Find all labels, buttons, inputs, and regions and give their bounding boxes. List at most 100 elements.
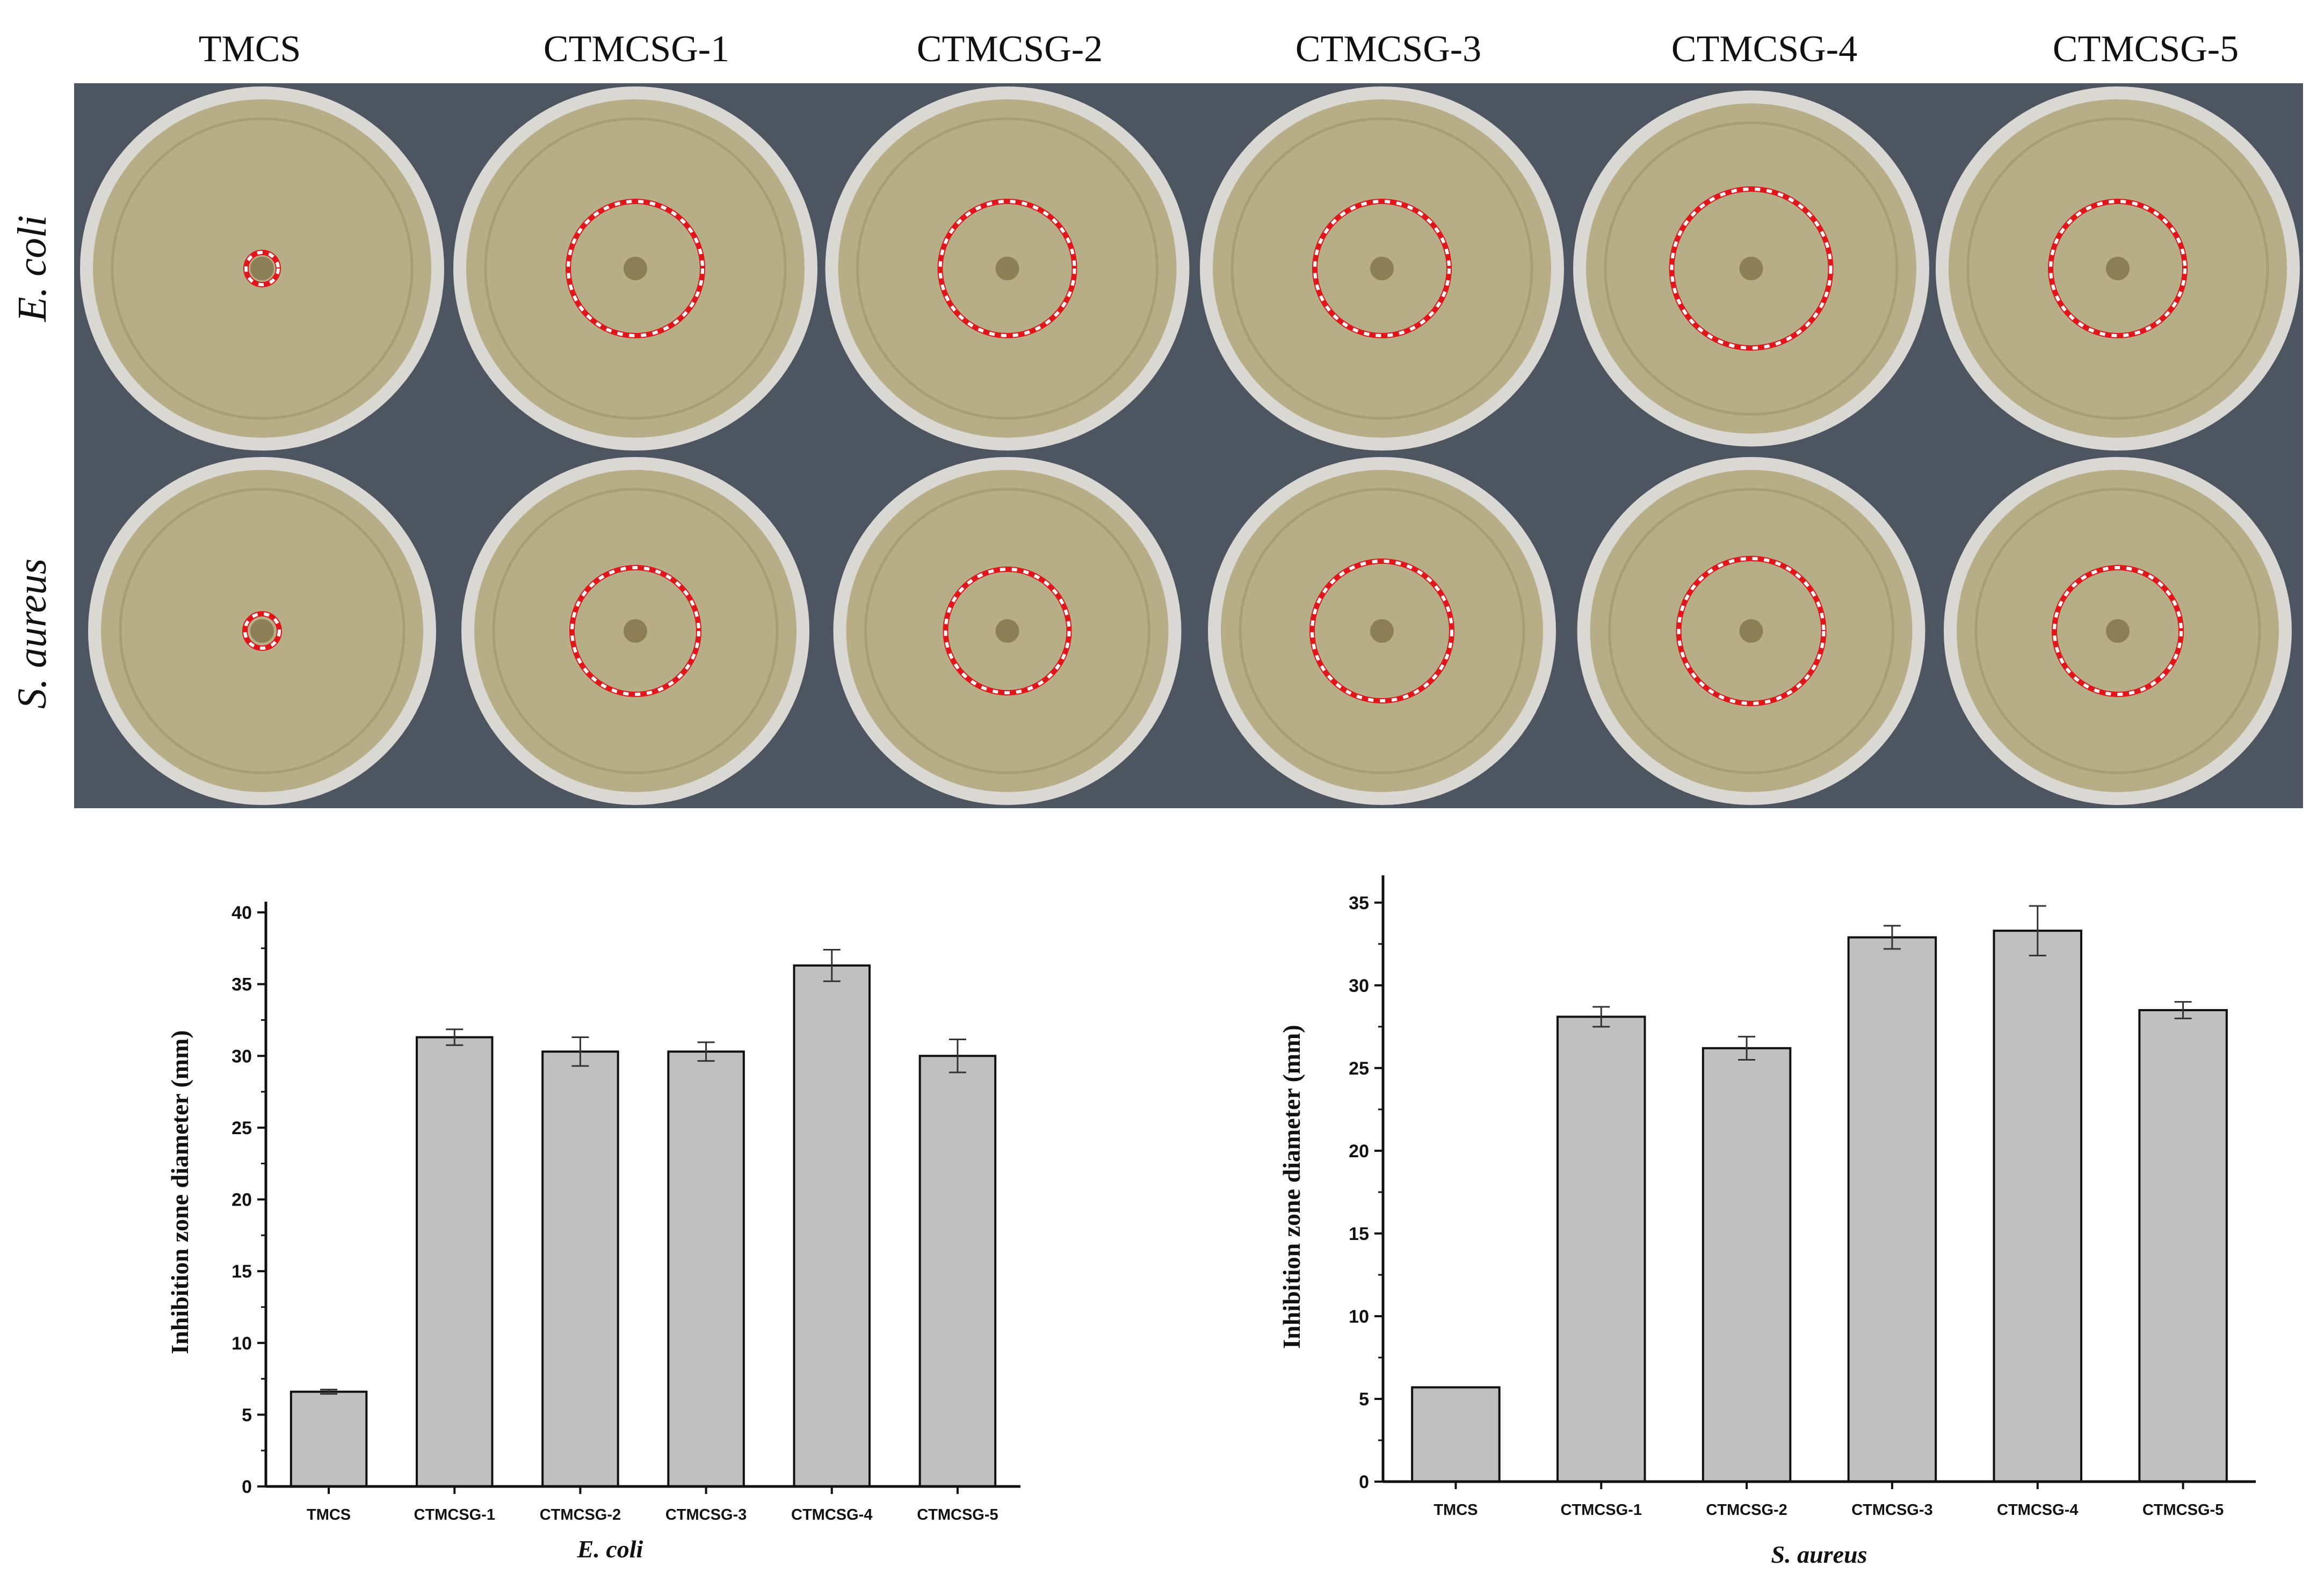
x-tick-label-ctmcsg-1: CTMCSG-1: [414, 1506, 495, 1524]
inhibition-zone-dots: [2049, 200, 2187, 337]
x-tick-label-ctmcsg-5: CTMCSG-5: [917, 1506, 998, 1524]
sample-disc: [995, 257, 1019, 280]
petri-dish-s-aureus-ctmcsg-2: [821, 454, 1194, 808]
petri-dish-e-coli-ctmcsg-3: [1194, 83, 1570, 454]
column-header-ctmcsg-5: CTMCSG-5: [2052, 28, 2239, 70]
bar-ctmcsg-4: [793, 964, 871, 1488]
y-tick-label: 20: [231, 1190, 252, 1210]
inhibition-zone-dots: [1670, 187, 1833, 350]
sample-disc: [250, 619, 274, 643]
petri-dish-e-coli-ctmcsg-1: [450, 83, 821, 454]
agar-edge: [1608, 488, 1894, 774]
y-tick-label: 0: [242, 1477, 252, 1497]
petri-dish-s-aureus-ctmcsg-3: [1194, 454, 1570, 808]
bar-ctmcsg-2: [541, 1050, 619, 1488]
agar-edge: [1974, 488, 2261, 774]
agar-edge: [1966, 117, 2269, 420]
y-tick-label: 10: [1349, 1307, 1369, 1327]
sample-disc: [1370, 257, 1394, 280]
bar-chart-s-aureus: Inhibition zone diameter (mm) S. aureus …: [1273, 875, 2256, 1584]
column-header-ctmcsg-3: CTMCSG-3: [1295, 28, 1482, 70]
petri-dish-image: [1194, 454, 1570, 808]
inhibition-zone-dots: [2053, 566, 2183, 696]
chart-e-coli-svg: Inhibition zone diameter (mm) E. coli TM…: [166, 902, 1020, 1563]
petri-dish-e-coli-ctmcsg-2: [821, 83, 1194, 454]
agar-edge: [864, 488, 1150, 774]
x-tick-label-ctmcsg-3: CTMCSG-3: [1851, 1501, 1932, 1519]
x-tick-label-ctmcsg-1: CTMCSG-1: [1561, 1501, 1642, 1519]
column-header-ctmcsg-2: CTMCSG-2: [916, 28, 1103, 70]
y-tick-label: 35: [1349, 893, 1369, 913]
sample-disc: [2106, 619, 2130, 643]
y-tick-label: 0: [1359, 1472, 1369, 1492]
bar-ctmcsg-1: [1556, 1015, 1646, 1483]
y-tick-label: 30: [231, 1046, 252, 1067]
x-axis-label: E. coli: [577, 1535, 643, 1563]
y-tick-label: 25: [231, 1118, 252, 1138]
inhibition-zone-dots: [938, 200, 1076, 337]
y-tick-label: 25: [1349, 1058, 1369, 1079]
petri-dish-s-aureus-ctmcsg-5: [1932, 454, 2303, 808]
sample-disc: [1739, 619, 1763, 643]
sample-disc: [250, 257, 274, 280]
petri-dish-image: [1932, 83, 2303, 454]
agar-edge: [111, 117, 414, 420]
y-tick-label: 35: [231, 975, 252, 995]
sample-disc: [624, 619, 647, 643]
petri-dish-image: [1194, 83, 1570, 454]
agar-edge: [484, 117, 787, 420]
agar-edge: [492, 488, 779, 774]
bar-ctmcsg-3: [1847, 936, 1937, 1483]
petri-dish-s-aureus-ctmcsg-4: [1570, 454, 1932, 808]
inhibition-zone-dots: [243, 612, 281, 650]
petri-dish-image: [821, 83, 1194, 454]
y-tick-label: 15: [231, 1261, 252, 1282]
bar-tmcs: [289, 1390, 368, 1488]
sample-disc: [2106, 257, 2130, 280]
bar-ctmcsg-5: [918, 1055, 997, 1488]
y-tick-label: 30: [1349, 976, 1369, 996]
y-axis-label: Inhibition zone diameter (mm): [1278, 1025, 1305, 1349]
bar-ctmcsg-4: [1993, 930, 2082, 1483]
y-tick-label: 10: [231, 1333, 252, 1354]
inhibition-zone-dots: [244, 251, 280, 286]
bar-ctmcsg-3: [667, 1050, 745, 1488]
y-tick-label: 5: [242, 1405, 252, 1425]
x-axis-label: S. aureus: [1771, 1541, 1867, 1568]
petri-dish-e-coli-ctmcsg-4: [1570, 83, 1932, 454]
column-header-tmcs: TMCS: [198, 28, 301, 70]
petri-dish-image: [1570, 454, 1932, 808]
y-tick-label: 5: [1359, 1389, 1369, 1410]
chart-s-aureus-svg: Inhibition zone diameter (mm) S. aureus …: [1278, 875, 2256, 1568]
row-label-s-aureus: S. aureus: [10, 558, 55, 709]
bar-ctmcsg-1: [416, 1036, 494, 1488]
petri-dish-s-aureus-ctmcsg-1: [450, 454, 821, 808]
petri-dish-e-coli-tmcs: [74, 83, 450, 454]
agar-edge: [856, 117, 1159, 420]
petri-dish-e-coli-ctmcsg-5: [1932, 83, 2303, 454]
agar-edge: [1230, 117, 1533, 420]
agar-edge: [1239, 488, 1525, 774]
x-tick-label-tmcs: TMCS: [307, 1506, 351, 1524]
petri-dish-image: [450, 454, 821, 808]
sample-disc: [1739, 257, 1763, 280]
bar-ctmcsg-2: [1702, 1047, 1792, 1483]
y-tick-label: 20: [1349, 1141, 1369, 1162]
petri-dish-photo-grid: [74, 83, 2303, 808]
petri-dish-image: [1932, 454, 2303, 808]
petri-dish-image: [74, 454, 450, 808]
petri-dish-image: [450, 83, 821, 454]
y-tick-label: 40: [231, 903, 252, 923]
agar-edge: [1604, 121, 1899, 416]
sample-disc: [995, 619, 1019, 643]
petri-dish-s-aureus-tmcs: [74, 454, 450, 808]
x-tick-label-tmcs: TMCS: [1434, 1501, 1478, 1519]
x-tick-label-ctmcsg-2: CTMCSG-2: [1706, 1501, 1787, 1519]
x-tick-label-ctmcsg-2: CTMCSG-2: [540, 1506, 621, 1524]
sample-disc: [1370, 619, 1394, 643]
sample-disc: [624, 257, 647, 280]
inhibition-zone-dots: [1311, 560, 1453, 702]
x-tick-label-ctmcsg-3: CTMCSG-3: [665, 1506, 747, 1524]
column-header-ctmcsg-1: CTMCSG-1: [543, 28, 730, 70]
